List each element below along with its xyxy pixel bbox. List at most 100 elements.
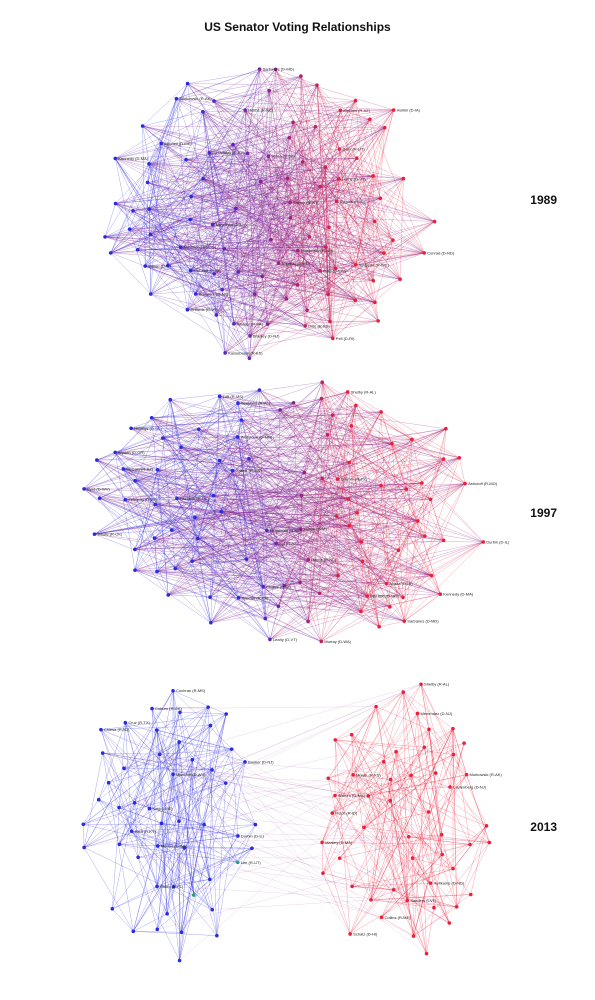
edge (249, 181, 261, 359)
edge (413, 906, 457, 937)
senator-node (210, 222, 215, 227)
edge (104, 203, 116, 237)
edge (380, 198, 401, 280)
edge (118, 748, 232, 808)
edge (167, 178, 339, 266)
senator-node (191, 893, 196, 897)
senator-node (96, 797, 101, 802)
edge (278, 585, 285, 607)
senator-label: Symms (R-ID) (340, 199, 366, 204)
edge (307, 405, 357, 622)
edge (316, 85, 401, 280)
edge (115, 158, 151, 235)
edge (156, 391, 348, 572)
edge (83, 753, 103, 848)
edge (156, 443, 393, 572)
edge (202, 178, 236, 209)
edge (202, 111, 272, 240)
edge (278, 118, 371, 264)
senator-node (108, 251, 113, 255)
edge (406, 458, 444, 490)
edge (96, 459, 362, 612)
senator-node (257, 67, 262, 71)
edge (156, 879, 210, 887)
edge (254, 201, 337, 295)
edge (155, 504, 193, 562)
network-panel-1997: Byrd (D-WV) Hollings (D-SC) Helms (R-NC) Bi… (0, 368, 520, 668)
edge (216, 144, 234, 316)
edge (125, 722, 158, 847)
edge (172, 690, 180, 822)
edge (134, 498, 349, 571)
edge (309, 236, 376, 303)
edge (355, 405, 426, 537)
edge (398, 535, 425, 551)
edge (259, 69, 336, 269)
edge (173, 774, 451, 788)
edge (162, 437, 173, 531)
edge (276, 443, 393, 544)
edge (270, 198, 381, 240)
edge (96, 459, 380, 627)
edge (287, 178, 310, 237)
edge (151, 708, 431, 884)
edge (119, 775, 412, 808)
edge (335, 739, 454, 755)
senator-node (326, 776, 331, 781)
edge (216, 148, 340, 316)
edge (145, 265, 329, 295)
edge (221, 511, 350, 527)
edge (259, 68, 394, 241)
edge (266, 434, 328, 531)
edge (332, 109, 394, 339)
edge (83, 437, 163, 490)
edge (119, 836, 409, 845)
edge (190, 118, 370, 220)
edge (307, 414, 333, 622)
edge (238, 515, 337, 599)
senator-node (337, 856, 342, 860)
edge (125, 402, 239, 500)
edge (84, 488, 387, 584)
edge (220, 511, 239, 598)
edge (352, 691, 404, 775)
senator-node (317, 591, 322, 596)
edge (237, 436, 301, 530)
senator-node (313, 124, 318, 129)
senator-label: Conrad (D-ND) (427, 250, 455, 255)
edge (167, 198, 381, 266)
senator-node (177, 958, 182, 963)
edge (149, 163, 404, 179)
edge (224, 166, 326, 354)
edge (147, 182, 356, 266)
edge (459, 457, 466, 484)
edge (245, 75, 302, 111)
edge (292, 122, 336, 269)
edge (176, 75, 301, 99)
edge (261, 263, 279, 277)
edge (238, 271, 374, 281)
senator-node (432, 219, 437, 224)
edge (305, 278, 401, 327)
edge (452, 825, 487, 869)
senator-node (175, 496, 179, 501)
edge (123, 468, 302, 496)
edge (190, 226, 330, 271)
edge (134, 517, 196, 550)
edge (108, 782, 414, 937)
edge (316, 85, 330, 228)
edge (363, 747, 425, 828)
edge (339, 827, 365, 859)
edge (261, 85, 318, 277)
edge (83, 417, 152, 490)
edge (157, 469, 382, 486)
edge (135, 480, 302, 496)
edge (110, 98, 177, 254)
edge (144, 111, 204, 267)
edge (233, 122, 294, 324)
edge (381, 854, 443, 918)
edge (244, 110, 248, 154)
senator-label: Akaka (D-HI) (389, 581, 413, 586)
senator-label: Leahy (D-VT) (342, 176, 367, 181)
edge (308, 485, 382, 560)
